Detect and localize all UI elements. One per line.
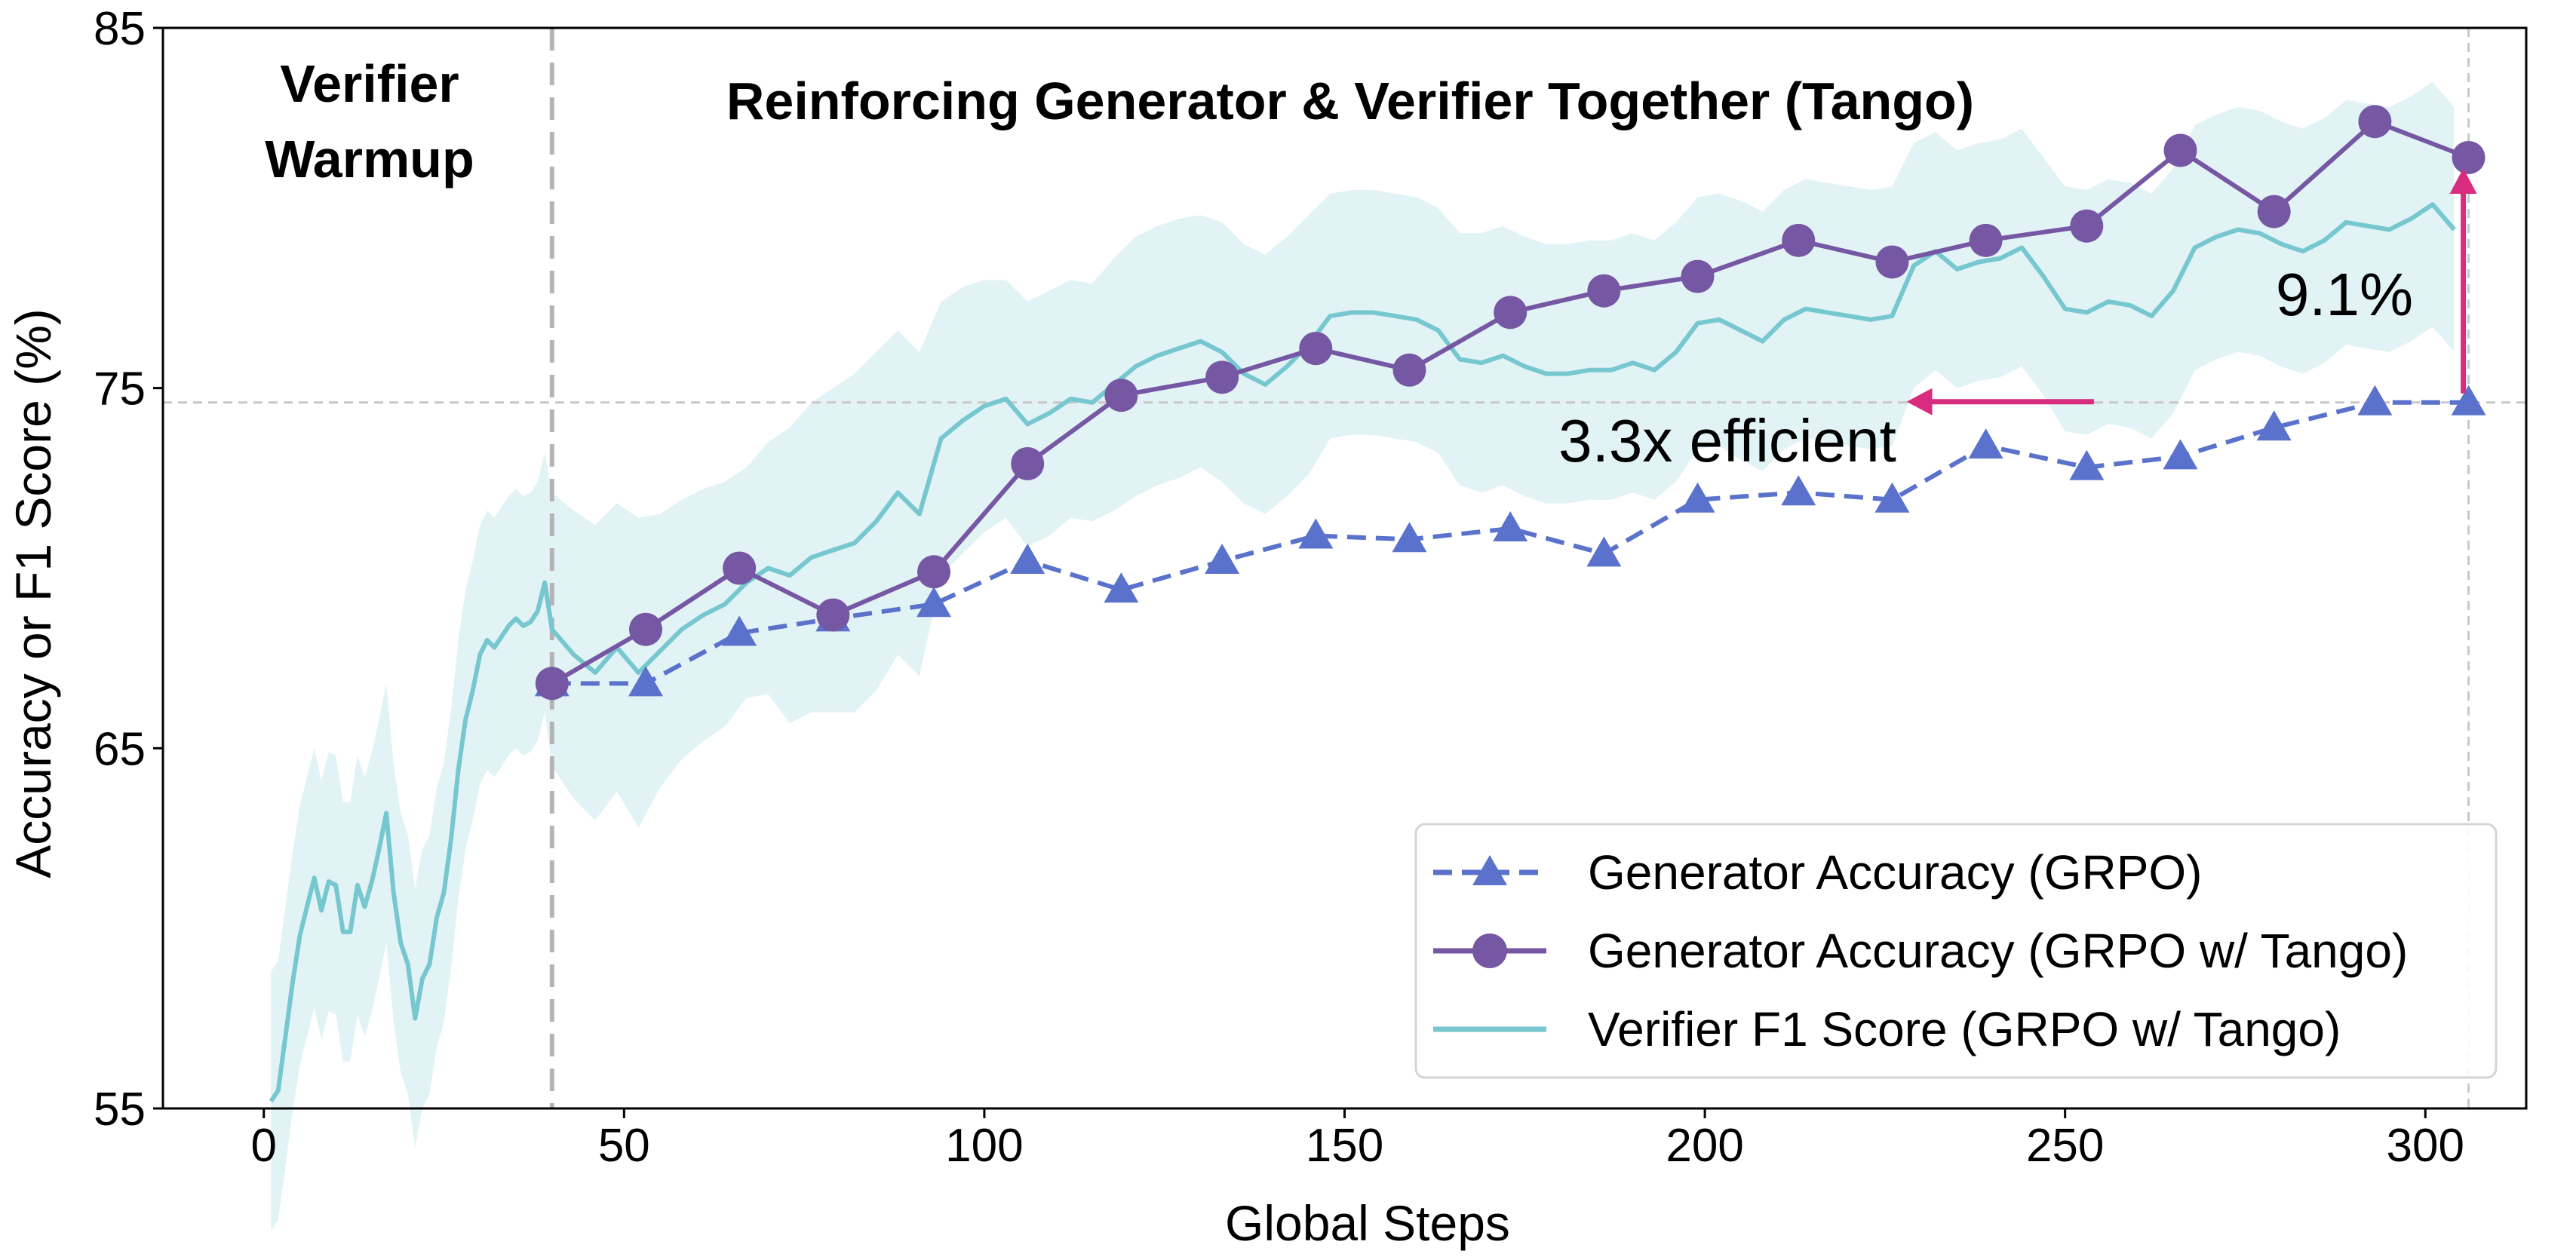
generator-grpo-point: [2256, 410, 2292, 441]
legend-verifier-label: Verifier F1 Score (GRPO w/ Tango): [1588, 1002, 2341, 1056]
efficiency-annotation: 3.3x efficient: [1558, 407, 1896, 474]
y-axis-label: Accuracy or F1 Score (%): [5, 308, 61, 878]
gain-annotation: 9.1%: [2276, 261, 2413, 328]
generator-grpo-point: [1586, 536, 1622, 567]
generator-grpo-point: [1392, 522, 1427, 553]
generator-tango-point: [1494, 296, 1527, 330]
axes: 0 50 100 150 200 250 300 55 65 75 85: [94, 3, 2528, 1172]
legend-generator-label: Generator Accuracy (GRPO): [1588, 845, 2202, 900]
efficiency-arrow-head: [1906, 388, 1933, 415]
x-tick-label: 300: [2387, 1120, 2464, 1172]
generator-grpo-point: [1104, 572, 1139, 603]
generator-grpo-point: [2069, 449, 2105, 480]
generator-grpo-point: [1680, 482, 1715, 513]
generator-grpo-point: [1874, 482, 1910, 513]
x-tick-label: 100: [945, 1120, 1023, 1172]
chart-labels: Verifier Warmup Reinforcing Generator & …: [5, 54, 2413, 1251]
generator-tango-point: [1011, 446, 1045, 480]
generator-tango-point: [535, 667, 569, 701]
generator-grpo-point: [1781, 475, 1816, 506]
x-tick-label: 200: [1666, 1120, 1743, 1172]
generator-tango-point: [2070, 209, 2104, 243]
x-axis-label: Global Steps: [1225, 1195, 1510, 1251]
verifier-f1-band: [271, 81, 2455, 1231]
generator-tango-point: [917, 555, 951, 589]
y-tick-label: 85: [94, 3, 146, 55]
plot-area: [163, 28, 2526, 1231]
generator-tango-point: [1205, 360, 1239, 394]
x-tick-label: 150: [1306, 1120, 1383, 1172]
generator-tango-point: [723, 551, 757, 585]
generator-tango-point: [628, 612, 662, 646]
y-tick-label: 55: [94, 1084, 146, 1136]
legend-tango-label: Generator Accuracy (GRPO w/ Tango): [1588, 924, 2408, 978]
legend-frame: [1414, 823, 2498, 1079]
phase-label-warmup-line2: Warmup: [265, 130, 474, 189]
legend-tango-marker: [1472, 934, 1507, 968]
generator-tango-point: [1299, 332, 1333, 366]
phase-label-warmup-line1: Verifier: [280, 54, 459, 113]
generator-tango-point: [2452, 140, 2485, 174]
generator-tango-point: [1587, 274, 1621, 308]
generator-tango-point: [816, 598, 850, 632]
generator-grpo-point: [628, 666, 663, 697]
generator-tango-point: [2257, 195, 2291, 228]
generator-tango-point: [1392, 353, 1426, 387]
generator-grpo-point: [1493, 510, 1528, 541]
generator-grpo-point: [722, 615, 757, 646]
generator-grpo-point: [1010, 543, 1045, 574]
phase-label-tango: Reinforcing Generator & Verifier Togethe…: [726, 72, 1974, 130]
generator-grpo-point: [2163, 439, 2198, 470]
generator-grpo-point: [1205, 543, 1240, 574]
generator-grpo-point: [2357, 385, 2393, 415]
generator-tango-point: [1782, 223, 1816, 257]
y-tick-label: 65: [94, 723, 146, 775]
y-tick-label: 75: [94, 363, 146, 415]
generator-tango-point: [1875, 245, 1909, 279]
verifier-f1-line: [269, 202, 2456, 1103]
legend-generator-marker: [1472, 855, 1507, 885]
x-tick-label: 50: [598, 1120, 650, 1172]
generator-grpo-point: [2451, 385, 2486, 415]
gain-arrow-head: [2449, 167, 2477, 194]
generator-grpo-line: [551, 400, 2469, 686]
generator-tango-point: [1104, 379, 1138, 412]
legend: Generator Accuracy (GRPO) Generator Accu…: [1414, 823, 2498, 1079]
x-tick-label: 250: [2026, 1120, 2104, 1172]
generator-grpo-point: [1968, 428, 2003, 459]
x-tick-label: 0: [250, 1120, 276, 1172]
generator-grpo-point: [916, 587, 952, 618]
generator-tango-point: [1969, 223, 2003, 257]
generator-grpo-point: [1298, 518, 1334, 549]
generator-tango-point: [2358, 105, 2392, 139]
generator-tango-point: [1681, 259, 1715, 293]
generator-tango-point: [2163, 133, 2197, 167]
